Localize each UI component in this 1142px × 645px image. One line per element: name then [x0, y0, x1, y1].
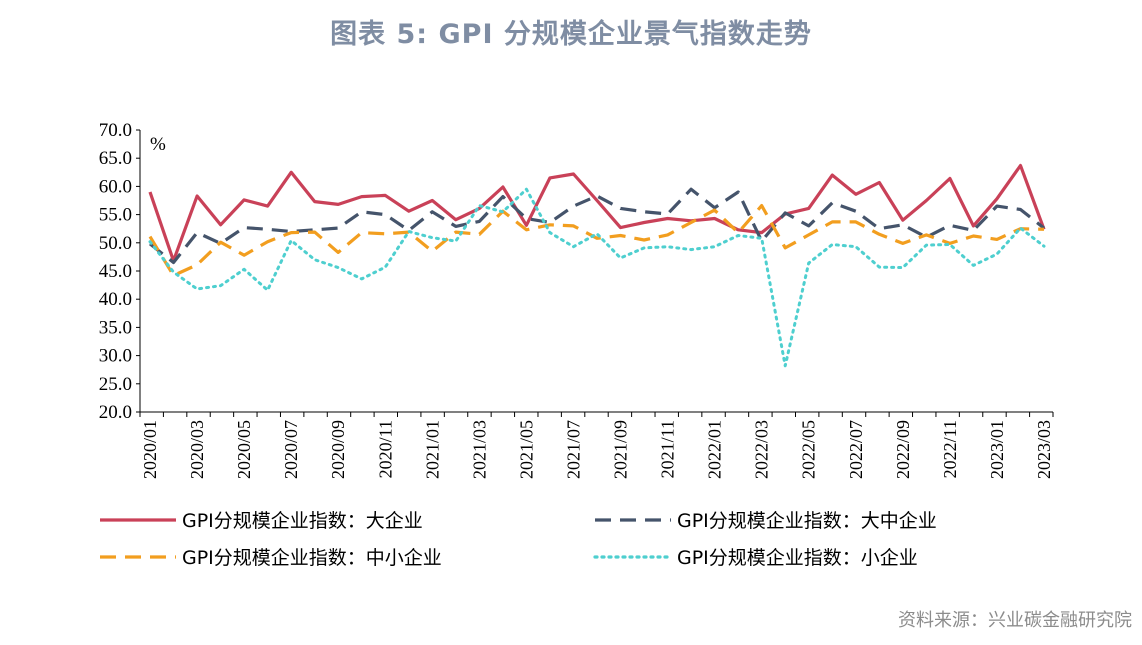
chart-lines [148, 163, 1046, 368]
x-tick-label: 2021/11 [658, 420, 678, 478]
series-line-4 [148, 187, 1046, 368]
x-tick-label: 2022/01 [705, 420, 725, 479]
x-tick-label: 2020/01 [140, 420, 160, 479]
unit-label: % [150, 134, 166, 155]
legend-label-3: GPI分规模企业指数：中小企业 [182, 547, 442, 569]
x-tick-label: 2020/07 [281, 420, 301, 479]
legend-label-1: GPI分规模企业指数：大企业 [182, 510, 423, 532]
y-tick-label: 20.0 [99, 402, 132, 423]
x-tick-label: 2020/05 [234, 420, 254, 479]
chart-title: 图表 5: GPI 分规模企业景气指数走势 [330, 19, 812, 50]
x-tick-label: 2020/03 [187, 420, 207, 479]
x-tick-label: 2021/09 [611, 420, 631, 479]
y-tick-label: 60.0 [99, 176, 132, 197]
x-tick-label: 2021/05 [516, 420, 536, 479]
x-tick-label: 2021/07 [563, 420, 583, 479]
x-tick-label: 2022/11 [940, 420, 960, 478]
x-tick-label: 2022/03 [752, 420, 772, 479]
series-line-3 [148, 204, 1045, 278]
y-tick-label: 50.0 [99, 233, 132, 254]
x-tick-label: 2021/01 [422, 420, 442, 479]
x-tick-label: 2022/07 [846, 420, 866, 479]
y-tick-label: 65.0 [99, 148, 132, 169]
x-tick-label: 2022/05 [799, 420, 819, 479]
x-tick-label: 2020/09 [328, 420, 348, 479]
legend-label-4: GPI分规模企业指数：小企业 [677, 547, 918, 569]
x-tick-label: 2020/11 [375, 420, 395, 478]
x-tick-label: 2023/03 [1034, 420, 1054, 479]
x-tick-label: 2023/01 [987, 420, 1007, 479]
series-line-1 [148, 163, 1046, 263]
y-tick-label: 55.0 [99, 205, 132, 226]
x-tick-label: 2021/03 [469, 420, 489, 479]
y-tick-label: 35.0 [99, 317, 132, 338]
x-tick-label: 2022/09 [893, 420, 913, 479]
source-note: 资料来源：兴业碳金融研究院 [898, 610, 1132, 631]
y-tick-label: 25.0 [99, 374, 132, 395]
y-tick-label: 40.0 [99, 289, 132, 310]
chart-legend: GPI分规模企业指数：大企业 GPI分规模企业指数：大中企业 GPI分规模企业指数：… [100, 510, 937, 569]
legend-label-2: GPI分规模企业指数：大中企业 [677, 510, 937, 532]
chart-axes: 70.0 65.0 60.0 55.0 50.0 45.0 40.0 35.0 30.0 25.0… [99, 120, 1054, 479]
series-line-2 [149, 187, 1045, 265]
y-tick-label: 45.0 [99, 261, 132, 282]
y-tick-label: 70.0 [99, 120, 132, 141]
y-tick-label: 30.0 [99, 346, 132, 367]
